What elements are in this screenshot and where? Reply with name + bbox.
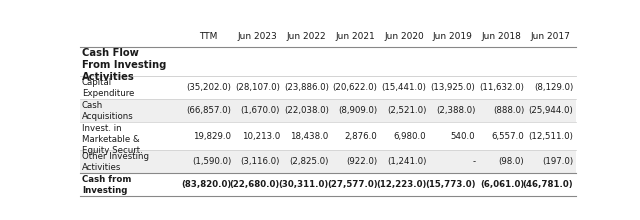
Bar [80,99,576,122]
Text: (66,857.0): (66,857.0) [186,106,231,115]
Text: (35,202.0): (35,202.0) [186,83,231,92]
Text: 540.0: 540.0 [451,132,476,141]
Text: (22,038.0): (22,038.0) [284,106,329,115]
Text: (8,909.0): (8,909.0) [339,106,378,115]
Text: (8,129.0): (8,129.0) [534,83,573,92]
Text: Capital
Expenditure: Capital Expenditure [82,78,134,98]
Text: (197.0): (197.0) [542,157,573,166]
Text: (25,944.0): (25,944.0) [528,106,573,115]
Bar [80,31,576,47]
Text: 10,213.0: 10,213.0 [242,132,280,141]
Text: (922.0): (922.0) [346,157,378,166]
Text: 6,980.0: 6,980.0 [394,132,426,141]
Text: Invest. in
Marketable &
Equity Securt.: Invest. in Marketable & Equity Securt. [82,124,143,155]
Text: (2,521.0): (2,521.0) [387,106,426,115]
Text: TTM: TTM [200,32,218,41]
Text: 2,876.0: 2,876.0 [345,132,378,141]
Text: (15,773.0): (15,773.0) [425,180,476,189]
Text: Jun 2019: Jun 2019 [433,32,473,41]
Text: (46,781.0): (46,781.0) [522,180,573,189]
Text: Cash Flow
From Investing
Activities: Cash Flow From Investing Activities [82,48,166,82]
Text: Jun 2020: Jun 2020 [384,32,424,41]
Text: Jun 2023: Jun 2023 [237,32,277,41]
Bar [80,47,576,76]
Text: Other Investing
Activities: Other Investing Activities [82,152,149,172]
Bar [80,150,576,173]
Text: (83,820.0): (83,820.0) [180,180,231,189]
Text: (11,632.0): (11,632.0) [479,83,524,92]
Text: 18,438.0: 18,438.0 [291,132,329,141]
Text: (23,886.0): (23,886.0) [284,83,329,92]
Text: (1,670.0): (1,670.0) [241,106,280,115]
Bar [80,122,576,150]
Bar [80,76,576,99]
Text: (888.0): (888.0) [493,106,524,115]
Text: Cash from
Investing: Cash from Investing [82,175,131,195]
Text: (2,388.0): (2,388.0) [436,106,476,115]
Text: (3,116.0): (3,116.0) [241,157,280,166]
Text: (12,223.0): (12,223.0) [376,180,426,189]
Text: (20,622.0): (20,622.0) [333,83,378,92]
Text: 19,829.0: 19,829.0 [193,132,231,141]
Text: (13,925.0): (13,925.0) [431,83,476,92]
Text: (15,441.0): (15,441.0) [381,83,426,92]
Text: (6,061.0): (6,061.0) [480,180,524,189]
Text: 6,557.0: 6,557.0 [492,132,524,141]
Text: (30,311.0): (30,311.0) [278,180,329,189]
Text: (98.0): (98.0) [499,157,524,166]
Text: (28,107.0): (28,107.0) [235,83,280,92]
Text: (2,825.0): (2,825.0) [289,157,329,166]
Text: Jun 2022: Jun 2022 [287,32,326,41]
Text: Jun 2017: Jun 2017 [531,32,570,41]
Text: (1,590.0): (1,590.0) [192,157,231,166]
Bar [80,173,576,196]
Text: (22,680.0): (22,680.0) [230,180,280,189]
Text: (12,511.0): (12,511.0) [528,132,573,141]
Text: Jun 2021: Jun 2021 [335,32,375,41]
Text: -: - [472,157,476,166]
Text: (1,241.0): (1,241.0) [387,157,426,166]
Text: Jun 2018: Jun 2018 [482,32,522,41]
Text: (27,577.0): (27,577.0) [327,180,378,189]
Text: Cash
Acquisitions: Cash Acquisitions [82,101,134,121]
